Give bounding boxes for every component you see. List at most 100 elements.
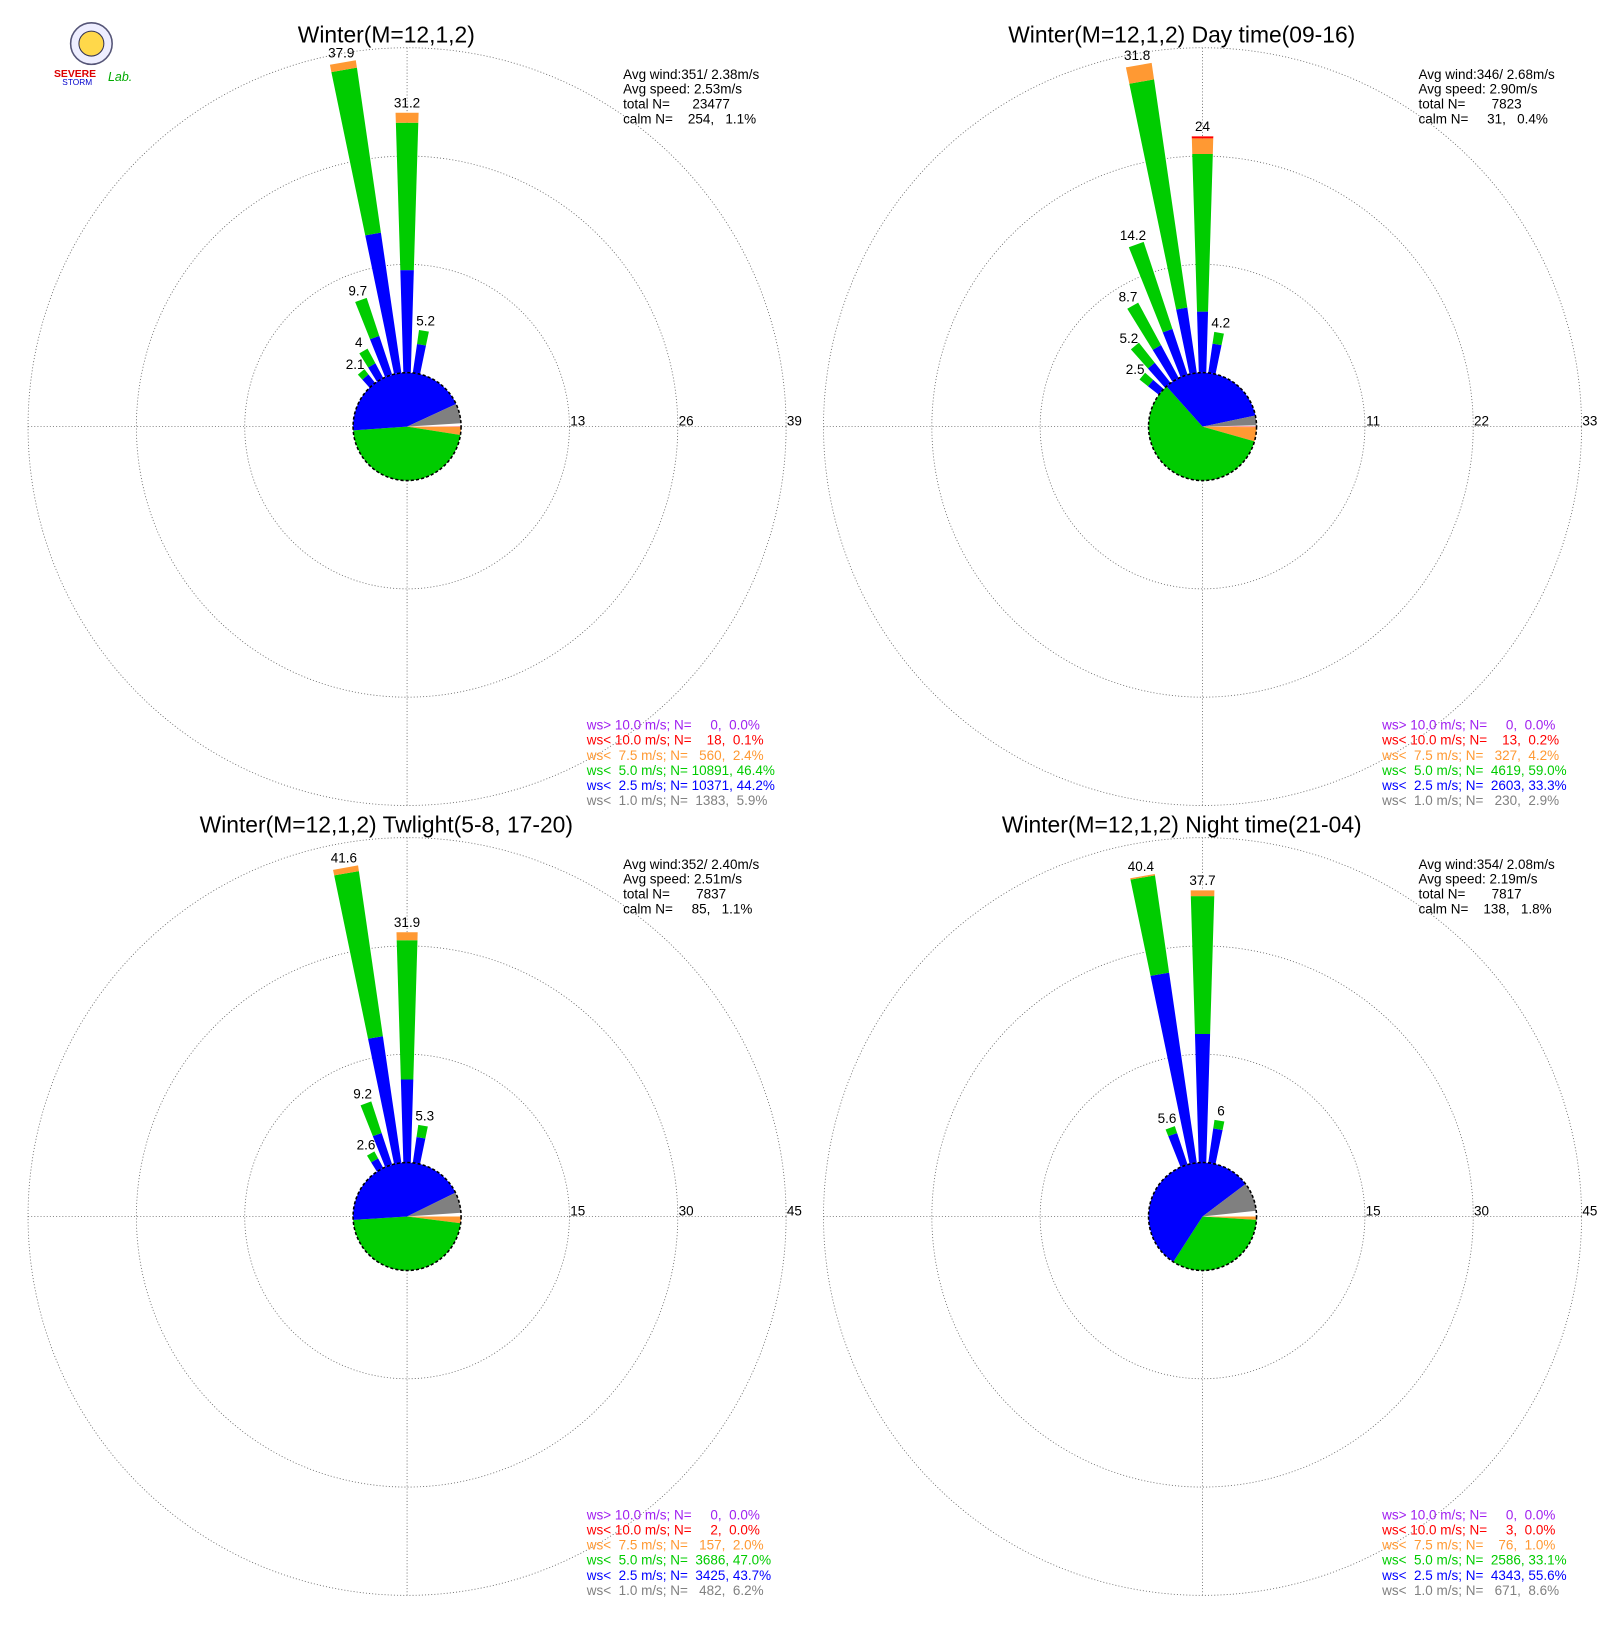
petal-label: 6 xyxy=(1217,1104,1225,1119)
legend-entry: ws< 1.0 m/s; N= 482, 6.2% xyxy=(586,1583,764,1598)
pie-outline xyxy=(1147,371,1258,482)
stats-text: total N= 23477 xyxy=(623,97,730,112)
stats-text: Avg wind:351/ 2.38m/s xyxy=(623,67,759,82)
stats-text: Avg speed: 2.53m/s xyxy=(623,82,742,97)
r-tick-label: 22 xyxy=(1474,414,1489,429)
petal-segment xyxy=(1129,79,1188,310)
petal-label: 37.9 xyxy=(328,45,354,60)
logo: SEVERE STORM Lab. xyxy=(54,22,132,87)
legend-entry: ws> 10.0 m/s; N= 0, 0.0% xyxy=(1381,1508,1555,1523)
petal-segment xyxy=(365,232,402,375)
petal-segment xyxy=(359,348,376,368)
r-tick-label: 15 xyxy=(570,1203,585,1218)
legend-entry: ws< 7.5 m/s; N= 560, 2.4% xyxy=(586,748,764,763)
pie-slice xyxy=(353,1216,461,1271)
pie-slice xyxy=(1166,372,1256,427)
stats-text: Avg speed: 2.19m/s xyxy=(1419,872,1538,887)
petal-label: 5.2 xyxy=(1120,331,1139,346)
petal-segment xyxy=(1190,890,1215,897)
r-tick-label: 39 xyxy=(787,414,802,429)
petal-label: 14.2 xyxy=(1120,228,1146,243)
petal-segment xyxy=(357,369,369,380)
petal-label: 31.9 xyxy=(394,915,420,930)
stats-text: calm N= 138, 1.8% xyxy=(1419,901,1552,916)
stats-text: Avg speed: 2.90m/s xyxy=(1419,82,1538,97)
petal-label: 31.8 xyxy=(1124,48,1150,63)
petal-label: 31.2 xyxy=(394,96,420,111)
pie-slice xyxy=(1202,415,1257,427)
legend-entry: ws< 10.0 m/s; N= 2, 0.0% xyxy=(586,1523,760,1538)
petal-label: 37.7 xyxy=(1189,873,1215,888)
logo-emblem-inner xyxy=(78,30,105,57)
legend-entry: ws< 2.5 m/s; N= 10371, 44.2% xyxy=(586,778,775,793)
grid-ring xyxy=(823,837,1582,1596)
r-tick-label: 30 xyxy=(1474,1203,1489,1218)
legend-entry: ws< 10.0 m/s; N= 3, 0.0% xyxy=(1381,1523,1555,1538)
petal-segment xyxy=(395,122,419,271)
grid-ring xyxy=(823,47,1582,806)
petal-label: 24 xyxy=(1195,119,1211,134)
legend-entry: ws< 5.0 m/s; N= 3686, 47.0% xyxy=(586,1553,771,1568)
grid-ring xyxy=(244,1053,570,1380)
petal-segment xyxy=(333,865,359,876)
legend-entry: ws< 10.0 m/s; N= 13, 0.2% xyxy=(1381,733,1559,748)
petal-segment xyxy=(372,1132,393,1168)
wind-rose-panel: 15 30 45 Winter(M=12,1,2) Twlight(5-8, 17-2… xyxy=(27,811,802,1598)
petal-segment xyxy=(1139,372,1154,387)
legend-entry: ws> 10.0 m/s; N= 0, 0.0% xyxy=(586,718,760,733)
r-tick-label: 15 xyxy=(1366,1203,1381,1218)
pie-slice xyxy=(353,426,461,481)
petal-label: 2.5 xyxy=(1126,362,1145,377)
petal-segment xyxy=(1152,345,1179,382)
stats-text: Avg wind:354/ 2.08m/s xyxy=(1419,857,1555,872)
r-tick-label: 30 xyxy=(679,1203,694,1218)
petal-label: 5.2 xyxy=(416,314,435,329)
petal-segment xyxy=(1147,362,1171,388)
petal-segment xyxy=(1213,1119,1225,1131)
petal-segment xyxy=(1176,307,1197,375)
petal-segment xyxy=(400,1079,414,1163)
petal-segment xyxy=(1125,62,1155,84)
petal-segment xyxy=(1208,1128,1223,1164)
petal-segment xyxy=(1130,873,1155,880)
r-tick-label: 13 xyxy=(570,414,585,429)
petal-segment xyxy=(1168,1132,1188,1168)
petal-segment xyxy=(368,1036,402,1164)
petal-segment xyxy=(1197,311,1209,373)
stats-text: total N= 7837 xyxy=(623,886,726,901)
pie-slice xyxy=(353,372,457,431)
grid-ring xyxy=(27,837,787,1596)
pie-slice xyxy=(407,426,462,436)
logo-text: STORM xyxy=(62,77,92,87)
petal-segment xyxy=(371,1158,384,1172)
petal-label: 8.7 xyxy=(1119,290,1138,305)
petal-label: 2.1 xyxy=(346,357,365,372)
petal-segment xyxy=(355,297,380,340)
panel-title: Winter(M=12,1,2) Night time(21-04) xyxy=(1002,811,1362,837)
petal-segment xyxy=(366,1151,379,1163)
petal-segment xyxy=(412,1136,426,1164)
stats-text: total N= 7823 xyxy=(1419,97,1522,112)
petal-label: 5.3 xyxy=(415,1109,434,1124)
legend-entry: ws< 5.0 m/s; N= 2586, 33.1% xyxy=(1381,1553,1566,1568)
petal-label: 4 xyxy=(355,335,363,350)
wind-rose-panel: 11 22 33 Winter(M=12,1,2) Day time(09-16) Av… xyxy=(823,22,1597,808)
pie-slice xyxy=(353,1162,456,1220)
petal-label: 4.2 xyxy=(1211,316,1230,331)
petal-segment xyxy=(412,343,426,375)
petal-label: 41.6 xyxy=(331,851,357,866)
stats-text: calm N= 31, 0.4% xyxy=(1419,111,1548,126)
legend-entry: ws< 7.5 m/s; N= 157, 2.0% xyxy=(586,1538,764,1553)
legend-entry: ws< 7.5 m/s; N= 76, 1.0% xyxy=(1381,1538,1555,1553)
panel-title: Winter(M=12,1,2) Day time(09-16) xyxy=(1008,22,1355,48)
pie-slice xyxy=(407,1192,461,1217)
petal-segment xyxy=(1191,138,1214,155)
legend-entry: ws< 2.5 m/s; N= 3425, 43.7% xyxy=(586,1568,771,1583)
petal-segment xyxy=(1147,379,1164,395)
legend-entry: ws< 1.0 m/s; N= 1383, 5.9% xyxy=(586,793,768,808)
stats-text: Avg wind:352/ 2.40m/s xyxy=(623,857,759,872)
pie-slice xyxy=(1148,386,1255,481)
petal-segment xyxy=(368,363,384,382)
pie-slice xyxy=(1148,1162,1246,1262)
